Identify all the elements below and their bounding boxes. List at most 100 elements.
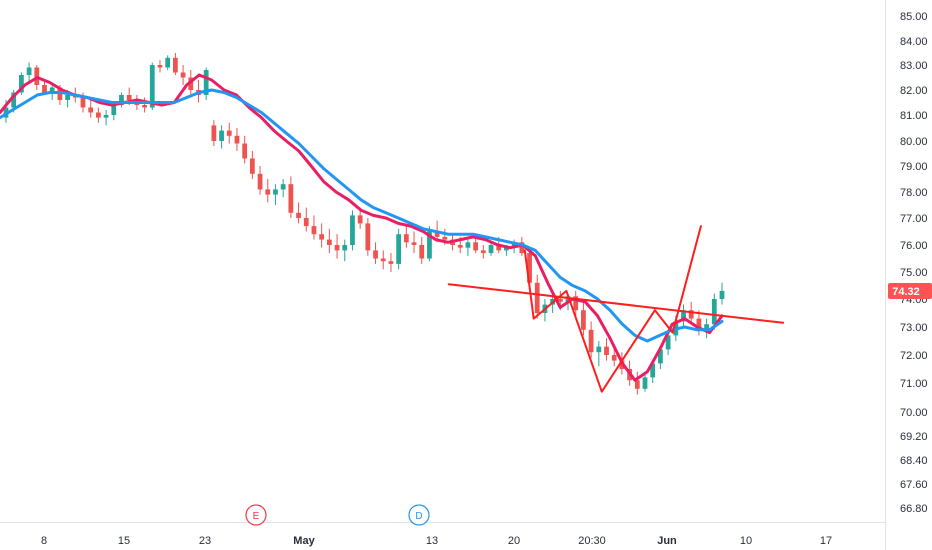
event-badge-circle <box>245 504 267 526</box>
candle-body <box>696 318 702 330</box>
candle-body <box>65 95 70 100</box>
price-tick-label: 71.00 <box>900 378 928 390</box>
candle-body <box>88 107 94 113</box>
candle-body <box>357 215 363 224</box>
drawings-layer[interactable] <box>447 225 785 393</box>
candle-body <box>19 75 24 93</box>
candle-body <box>388 261 394 264</box>
price-tick-label: 75.00 <box>900 267 928 279</box>
time-axis[interactable]: 8 15 23 May 13 20 20:30 Jun 10 17 <box>41 535 832 547</box>
candle-body <box>265 189 271 195</box>
candle-body <box>180 72 186 78</box>
price-tick-label: 69.20 <box>900 431 928 443</box>
candle-body <box>604 346 609 355</box>
time-tick-label: 8 <box>41 535 47 547</box>
candle-body <box>650 363 656 378</box>
candle-body <box>219 130 224 141</box>
candle-body <box>565 296 571 302</box>
candle-body <box>480 250 486 254</box>
candle-body <box>172 57 178 73</box>
time-tick-label: May <box>293 535 315 547</box>
candle-body <box>465 242 471 248</box>
price-tick-label: 77.00 <box>900 213 928 225</box>
time-tick-label: 10 <box>740 535 752 547</box>
candle-body <box>442 236 448 240</box>
candle-body <box>157 65 163 68</box>
candle-body <box>303 218 309 227</box>
candle-body <box>427 231 432 259</box>
candle-body <box>211 125 217 141</box>
candle-body <box>26 67 32 75</box>
pattern-drawing[interactable] <box>523 225 702 393</box>
time-tick-label: 13 <box>426 535 438 547</box>
candle-body <box>434 231 440 237</box>
candle-body <box>119 95 124 105</box>
current-price-badge <box>888 283 932 299</box>
plot-area[interactable] <box>0 0 885 522</box>
price-tick-label: 83.00 <box>900 60 928 72</box>
candle-body <box>704 324 709 330</box>
time-tick-label: 20:30 <box>578 535 606 547</box>
candle-body <box>711 299 717 325</box>
candle-body <box>249 158 255 174</box>
candle-body <box>111 105 117 115</box>
candle-body <box>496 245 502 251</box>
candle-body <box>365 223 371 251</box>
candle-body <box>11 92 17 108</box>
event-badge-label: D <box>415 511 422 522</box>
candle-body <box>226 130 232 136</box>
candle-body <box>273 189 278 195</box>
event-badge[interactable]: E <box>245 504 267 526</box>
price-tick-label: 70.00 <box>900 407 928 419</box>
candle-body <box>488 245 494 254</box>
candle-body <box>380 258 386 262</box>
candle-body <box>126 95 132 100</box>
price-axis[interactable]: 85.00 84.00 83.00 82.00 81.00 80.00 79.00 78.00… <box>900 11 928 515</box>
candle-body <box>319 234 325 240</box>
event-badge[interactable]: D <box>408 504 430 526</box>
event-badge-circle <box>408 504 430 526</box>
candle-body <box>665 335 671 350</box>
candle-body <box>288 184 294 213</box>
candle-body <box>280 184 286 190</box>
price-tick-label: 67.60 <box>900 479 928 491</box>
candle-body <box>296 212 301 218</box>
candle-body <box>681 310 686 322</box>
candle-body <box>342 245 348 251</box>
neckline-drawing[interactable] <box>447 283 785 324</box>
candle-body <box>573 296 579 311</box>
candle-body <box>234 135 240 144</box>
candle-body <box>350 215 355 245</box>
candle-body <box>457 245 463 248</box>
candle-body <box>311 226 317 235</box>
candle-body <box>149 65 155 108</box>
candle-body <box>719 290 725 299</box>
candle-body <box>634 380 640 389</box>
candle-body <box>511 242 517 248</box>
candle-body <box>49 87 55 93</box>
time-tick-label: Jun <box>657 535 677 547</box>
candle-body <box>611 355 617 361</box>
candle-body <box>658 349 663 364</box>
candle-body <box>527 253 532 283</box>
plot-background <box>0 0 885 522</box>
candle-body <box>103 115 109 118</box>
price-tick-label: 80.00 <box>900 136 928 148</box>
price-tick-label: 68.40 <box>900 455 928 467</box>
candle-body <box>588 329 594 353</box>
time-tick-label: 20 <box>508 535 520 547</box>
time-tick-label: 15 <box>118 535 130 547</box>
price-tick-label: 81.00 <box>900 110 928 122</box>
price-tick-label: 85.00 <box>900 11 928 23</box>
price-tick-label: 76.00 <box>900 240 928 252</box>
price-tick-label: 78.00 <box>900 187 928 199</box>
candle-body <box>396 234 402 264</box>
current-price-label: 74.32 <box>888 283 932 299</box>
price-tick-label: 73.00 <box>900 322 928 334</box>
candle-body <box>534 282 540 313</box>
price-tick-label: 72.00 <box>900 350 928 362</box>
candle-body <box>688 310 694 319</box>
candle-body <box>96 112 101 118</box>
